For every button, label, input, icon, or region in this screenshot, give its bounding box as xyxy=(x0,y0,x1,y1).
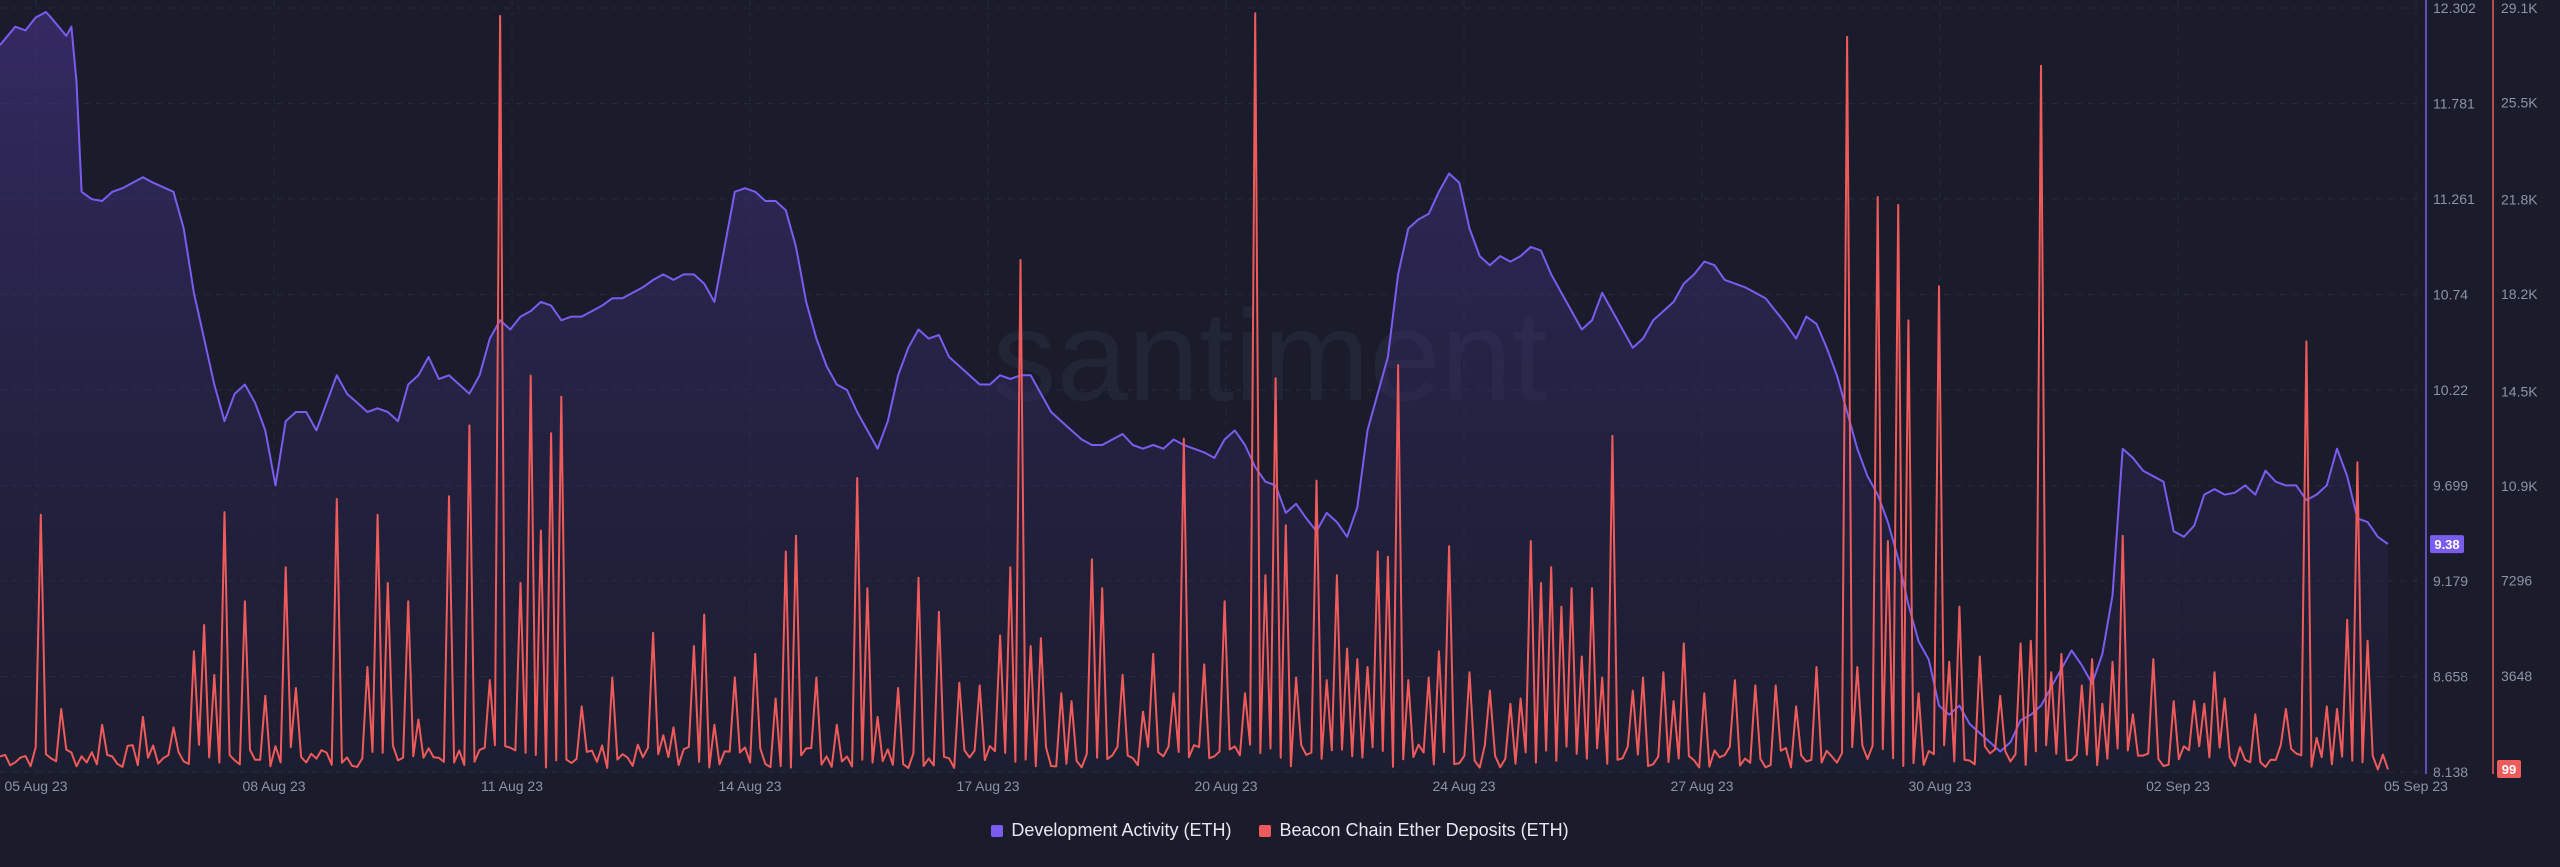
left-tick-label: 10.22 xyxy=(2433,382,2468,398)
x-tick-label: 14 Aug 23 xyxy=(718,778,781,794)
right-tick-label: 25.5K xyxy=(2501,95,2538,111)
x-tick-label: 24 Aug 23 xyxy=(1432,778,1495,794)
x-axis-ticks: 05 Aug 23 08 Aug 23 11 Aug 23 14 Aug 23 17 A… xyxy=(4,778,2448,794)
x-tick-label: 11 Aug 23 xyxy=(481,778,543,794)
dev-activity-area xyxy=(0,12,2388,774)
legend-swatch-dev-activity xyxy=(991,824,1004,837)
deposits-last-badge xyxy=(2497,760,2521,778)
x-tick-label: 27 Aug 23 xyxy=(1670,778,1733,794)
right-tick-label: 10.9K xyxy=(2501,478,2538,494)
legend-label-dev-activity: Development Activity (ETH) xyxy=(1011,820,1232,840)
x-tick-label: 05 Aug 23 xyxy=(4,778,67,794)
left-tick-label: 9.179 xyxy=(2433,573,2468,589)
left-tick-label: 12.302 xyxy=(2433,0,2476,16)
legend: Development Activity (ETH) Beacon Chain … xyxy=(0,820,2560,841)
legend-label-deposits: Beacon Chain Ether Deposits (ETH) xyxy=(1279,820,1569,840)
right-tick-label: 29.1K xyxy=(2501,0,2538,16)
left-tick-label: 11.261 xyxy=(2433,191,2475,207)
deposits-series xyxy=(0,12,2389,771)
left-tick-label: 11.781 xyxy=(2433,96,2475,112)
left-tick-label: 8.658 xyxy=(2433,669,2468,685)
last-value-badges: 9.38 99 xyxy=(2430,535,2521,778)
x-tick-label: 20 Aug 23 xyxy=(1194,778,1257,794)
deposits-last-value: 99 xyxy=(2502,762,2516,777)
legend-item-dev-activity[interactable]: Development Activity (ETH) xyxy=(991,820,1231,841)
legend-swatch-deposits xyxy=(1259,824,1272,837)
x-tick-label: 02 Sep 23 xyxy=(2146,778,2210,794)
x-tick-label: 08 Aug 23 xyxy=(242,778,305,794)
right-tick-label: 18.2K xyxy=(2501,286,2538,302)
legend-item-deposits[interactable]: Beacon Chain Ether Deposits (ETH) xyxy=(1259,820,1569,841)
x-tick-label: 05 Sep 23 xyxy=(2384,778,2448,794)
right-tick-label: 7296 xyxy=(2501,572,2532,588)
left-tick-label: 9.699 xyxy=(2433,478,2468,494)
left-axis-ticks: 12.302 11.781 11.261 10.74 10.22 9.699 9.179 8.… xyxy=(2433,0,2476,780)
x-tick-label: 17 Aug 23 xyxy=(956,778,1019,794)
dev-activity-series xyxy=(0,11,2389,774)
right-tick-label: 3648 xyxy=(2501,668,2532,684)
left-tick-label: 8.138 xyxy=(2433,764,2468,780)
right-tick-label: 21.8K xyxy=(2501,192,2538,208)
right-tick-label: 14.5K xyxy=(2501,383,2538,399)
x-tick-label: 30 Aug 23 xyxy=(1908,778,1971,794)
dev-activity-line xyxy=(0,11,2389,753)
right-axis-ticks: 29.1K 25.5K 21.8K 18.2K 14.5K 10.9K 7296 3648 xyxy=(2501,0,2538,684)
left-tick-label: 10.74 xyxy=(2433,287,2468,303)
dev-activity-last-value: 9.38 xyxy=(2434,537,2459,552)
dev-activity-last-badge xyxy=(2430,535,2464,554)
deposits-line xyxy=(0,12,2389,771)
